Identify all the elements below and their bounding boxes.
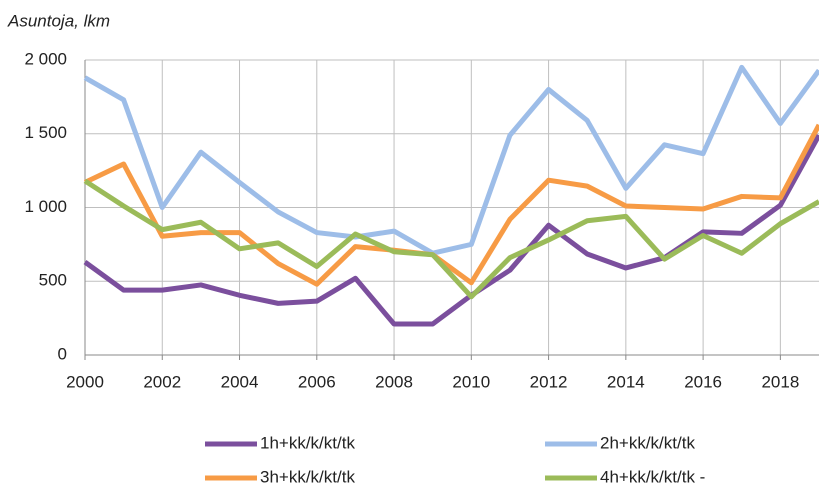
x-tick-label: 2002 (143, 372, 181, 391)
line-series (83, 123, 819, 287)
y-tick-label: 1 500 (24, 123, 67, 142)
x-tick-label: 2000 (66, 372, 104, 391)
line-series (83, 64, 819, 256)
x-tick-label: 2012 (530, 372, 568, 391)
y-tick-label: 2 000 (24, 49, 67, 68)
legend-label: 1h+kk/k/kt/tk (260, 433, 355, 452)
x-tick-label: 2014 (607, 372, 645, 391)
x-tick-label: 2018 (761, 372, 799, 391)
x-tick-label: 2016 (684, 372, 722, 391)
legend-label: 2h+kk/k/kt/tk (600, 433, 695, 452)
y-tick-label: 0 (58, 344, 67, 363)
line-series (83, 178, 819, 300)
x-tick-label: 2006 (298, 372, 336, 391)
legend-label: 3h+kk/k/kt/tk (260, 467, 355, 486)
line-series (83, 134, 819, 327)
x-tick-label: 2010 (452, 372, 490, 391)
y-tick-label: 1 000 (24, 197, 67, 216)
x-tick-label: 2004 (221, 372, 259, 391)
legend-label: 4h+kk/k/kt/tk - (600, 467, 705, 486)
chart-title: Asuntoja, lkm (7, 11, 110, 30)
x-tick-label: 2008 (375, 372, 413, 391)
y-tick-label: 500 (39, 271, 67, 290)
